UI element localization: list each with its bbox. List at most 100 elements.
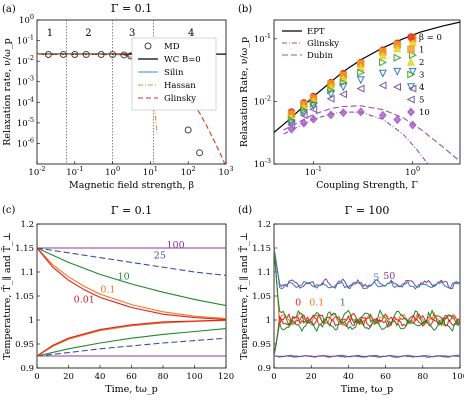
curve-label: 0 <box>295 298 301 309</box>
data-point <box>339 83 348 92</box>
y-tick-label: 0.95 <box>15 340 34 350</box>
x-tick-label: 10-1 <box>66 165 83 178</box>
legend-marker <box>406 95 415 104</box>
y-tick-label: 10-1 <box>17 34 34 47</box>
legend-entry: 3 <box>419 71 424 81</box>
y-tick-label: 1.15 <box>252 244 271 254</box>
curve-label: 0.1 <box>309 298 324 309</box>
legend-entry: 1 <box>419 46 424 56</box>
panel-label: (b) <box>238 4 252 15</box>
md-point <box>196 149 204 157</box>
curve-label: 1 <box>340 298 346 309</box>
x-axis-label: Time, tω_p <box>105 384 157 395</box>
data-point <box>309 102 318 111</box>
temperature-curve <box>36 247 227 321</box>
x-tick-label: 100 <box>105 165 120 178</box>
legend-marker <box>407 70 416 79</box>
x-tick-label: 10-1 <box>305 165 322 178</box>
temperature-curve <box>273 355 461 358</box>
y-tick-label: 1.1 <box>20 268 34 278</box>
md-point <box>109 51 117 59</box>
data-point <box>393 53 402 62</box>
data-point <box>327 86 336 95</box>
x-tick-label: 120 <box>218 372 234 382</box>
data-point <box>356 107 365 117</box>
chart-title: Γ = 0.1 <box>111 2 152 15</box>
legend-entry: 2 <box>419 58 424 68</box>
legend-marker-md <box>144 42 152 50</box>
data-point <box>357 68 366 77</box>
x-tick-label: 102 <box>181 165 196 178</box>
curve-label: 5 <box>373 273 379 284</box>
md-point <box>82 51 90 59</box>
legend-entry: EPT <box>307 27 325 37</box>
legend-entry: Glinsky <box>164 94 196 104</box>
x-tick-label: 20 <box>63 372 74 382</box>
data-point <box>408 67 417 76</box>
y-tick-label: 10-2 <box>254 94 271 107</box>
panel-d: 0204060801000.90.9511.051.11.151.250500.… <box>238 204 464 395</box>
temperature-curve <box>36 247 227 307</box>
data-point <box>356 76 365 85</box>
curve-label: 0.1 <box>100 285 115 296</box>
y-axis-label: Relaxation rate, ν/ω_p <box>2 38 13 145</box>
y-axis-label: Relaxation Rate, ν/ω_p <box>239 37 250 147</box>
x-tick-label: 0 <box>271 372 276 382</box>
x-tick-label: 100 <box>452 372 464 382</box>
legend-entry: Dubin <box>307 51 333 61</box>
legend-marker <box>406 83 416 92</box>
theory-line-glinsky <box>283 111 429 164</box>
data-point <box>378 51 387 60</box>
data-point <box>392 82 401 92</box>
y-tick-label: 10-6 <box>17 136 34 149</box>
data-point <box>338 90 347 99</box>
md-point <box>59 51 67 59</box>
theory-line-dubin <box>283 105 460 162</box>
axes-frame <box>273 223 461 369</box>
x-tick-label: 60 <box>126 372 137 382</box>
temperature-curve <box>36 337 227 357</box>
panel-c: 0 20 40 60 80 100 1200.90.9511.051.11.151.2100… <box>1 204 234 395</box>
region-label: 1 <box>47 28 53 39</box>
y-tick-label: 0.9 <box>20 364 34 374</box>
x-tick-label: 100 <box>186 372 202 382</box>
y-tick-label: 10-3 <box>254 157 271 170</box>
panel-a: 1 2 3 4 10-2 10-1 100 101 102 103 10-6 10-5 10-4 10-3… <box>2 2 233 191</box>
x-tick-label: 60 <box>380 372 391 382</box>
temperature-curve <box>273 314 461 357</box>
y-tick-label: 10-2 <box>17 54 34 67</box>
curve-label: 0.01 <box>74 295 95 306</box>
data-point <box>326 90 335 99</box>
legend-marker <box>406 57 416 66</box>
axes-frame <box>36 19 227 165</box>
legend-entry: MD <box>164 42 180 52</box>
y-tick-label: 1.2 <box>257 220 271 230</box>
data-point <box>409 51 418 60</box>
x-axis-label: Magnetic field strength, β <box>69 180 195 191</box>
data-point <box>326 82 335 91</box>
y-tick-label: 10-1 <box>254 32 271 45</box>
y-tick-label: 1.05 <box>252 292 271 302</box>
y-tick-label: 10-3 <box>17 75 34 88</box>
region-label: 3 <box>129 28 135 39</box>
data-point <box>299 111 308 120</box>
chart-title: Γ = 100 <box>345 204 390 217</box>
legend-entry: Silin <box>164 68 184 78</box>
data-point <box>300 118 308 128</box>
x-tick-label: 101 <box>143 165 158 178</box>
legend-entry: 4 <box>419 83 424 93</box>
data-point <box>393 115 402 125</box>
x-tick-label: 0 <box>34 372 39 382</box>
y-tick-label: 1.05 <box>15 292 34 302</box>
legend-marker <box>407 107 415 117</box>
x-tick-label: 10-2 <box>28 165 45 178</box>
temperature-curve <box>273 247 461 290</box>
y-tick-label: 0.9 <box>257 364 271 374</box>
legend-entry: Hassan <box>164 81 196 91</box>
x-axis-label: Coupling Strength, Γ <box>316 180 418 191</box>
x-tick-label: 80 <box>417 372 428 382</box>
data-point <box>378 110 387 120</box>
panel-label: (a) <box>2 4 16 15</box>
x-tick-label: 103 <box>219 165 234 178</box>
x-tick-label: 100 <box>405 165 420 178</box>
